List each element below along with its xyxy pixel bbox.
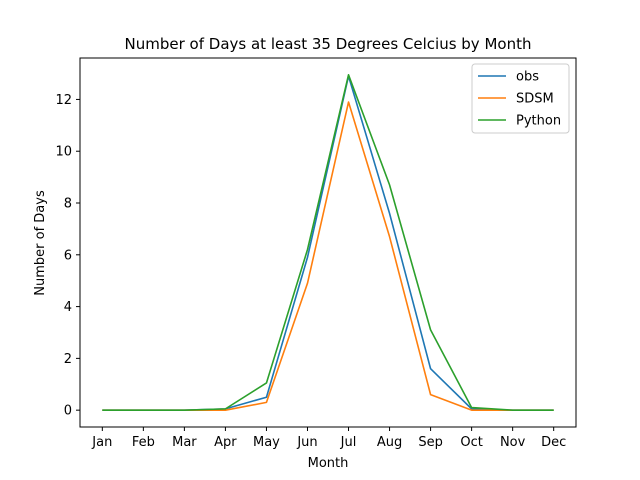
x-tick-label: Oct	[460, 435, 482, 450]
x-axis-ticks: Jan Feb Mar Apr May Jun Jul Aug Sep Oct Nov Dec	[91, 427, 566, 450]
y-tick-label: 8	[64, 197, 72, 212]
y-tick-label: 4	[64, 300, 72, 315]
x-tick-label: Apr	[214, 435, 237, 450]
legend: obs SDSM Python	[471, 63, 570, 134]
x-tick-label: Jun	[296, 435, 317, 450]
plot-lines	[102, 74, 554, 411]
legend-label: SDSM	[516, 92, 554, 107]
y-tick-label: 10	[55, 145, 72, 160]
y-tick-label: 0	[64, 404, 72, 419]
x-tick-label: Aug	[377, 435, 402, 450]
legend-label: Python	[516, 114, 561, 129]
y-tick-label: 12	[55, 93, 72, 108]
x-tick-label: Nov	[500, 435, 526, 450]
y-tick-label: 6	[64, 248, 72, 263]
series-line-python	[102, 74, 554, 411]
legend-box	[471, 63, 570, 134]
x-tick-label: Feb	[132, 435, 155, 450]
x-tick-label: Jul	[340, 435, 357, 450]
x-tick-label: Dec	[541, 435, 566, 450]
x-tick-label: Jan	[91, 435, 112, 450]
chart-title: Number of Days at least 35 Degrees Celci…	[125, 35, 532, 53]
x-axis-label: Month	[308, 456, 349, 471]
y-axis-ticks: 0 2 4 6 8 10 12	[55, 93, 80, 419]
legend-label: obs	[516, 70, 539, 85]
x-tick-label: Sep	[418, 435, 443, 450]
y-axis-label: Number of Days	[33, 190, 48, 296]
x-tick-label: Mar	[172, 435, 197, 450]
x-tick-label: May	[253, 435, 280, 450]
series-line-sdsm	[102, 101, 554, 411]
plot-frame	[79, 57, 577, 428]
y-tick-label: 2	[64, 352, 72, 367]
